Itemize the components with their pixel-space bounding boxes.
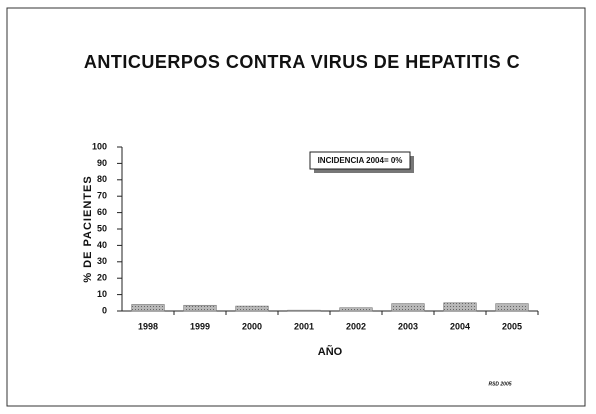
x-tick-label: 2005 (502, 321, 522, 331)
x-tick-label: 1999 (190, 321, 210, 331)
bar (495, 303, 529, 312)
y-tick-label: 40 (97, 240, 107, 250)
bar (131, 304, 165, 312)
bar (287, 309, 321, 312)
annotation-box (309, 151, 411, 170)
y-tick-label: 30 (97, 256, 107, 266)
bar (443, 302, 477, 312)
x-axis-label: AÑO (318, 345, 343, 358)
y-tick-label: 50 (97, 223, 107, 233)
x-tick-label: 1998 (138, 321, 158, 331)
x-tick-label: 2000 (242, 321, 262, 331)
y-tick-label: 0 (102, 305, 107, 315)
x-tick-label: 2003 (398, 321, 418, 331)
bar (391, 303, 425, 312)
y-tick-label: 100 (92, 141, 107, 151)
bar (339, 307, 373, 312)
y-tick-label: 90 (97, 158, 107, 168)
footnote: RSD 2005 (488, 381, 511, 387)
bar (183, 304, 217, 312)
y-tick-label: 20 (97, 273, 107, 283)
y-axis-label: % DE PACIENTES (82, 175, 94, 282)
x-tick-label: 2004 (450, 321, 470, 331)
y-tick-label: 60 (97, 207, 107, 217)
y-tick-label: 10 (97, 289, 107, 299)
y-tick-label: 70 (97, 191, 107, 201)
y-tick-label: 80 (97, 174, 107, 184)
chart-title: ANTICUERPOS CONTRA VIRUS DE HEPATITIS C (84, 52, 520, 72)
x-tick-label: 2001 (294, 321, 314, 331)
bar (235, 305, 269, 312)
slide-frame (6, 7, 586, 407)
annotation: INCIDENCIA 2004= 0% (318, 156, 403, 165)
x-tick-label: 2002 (346, 321, 366, 331)
